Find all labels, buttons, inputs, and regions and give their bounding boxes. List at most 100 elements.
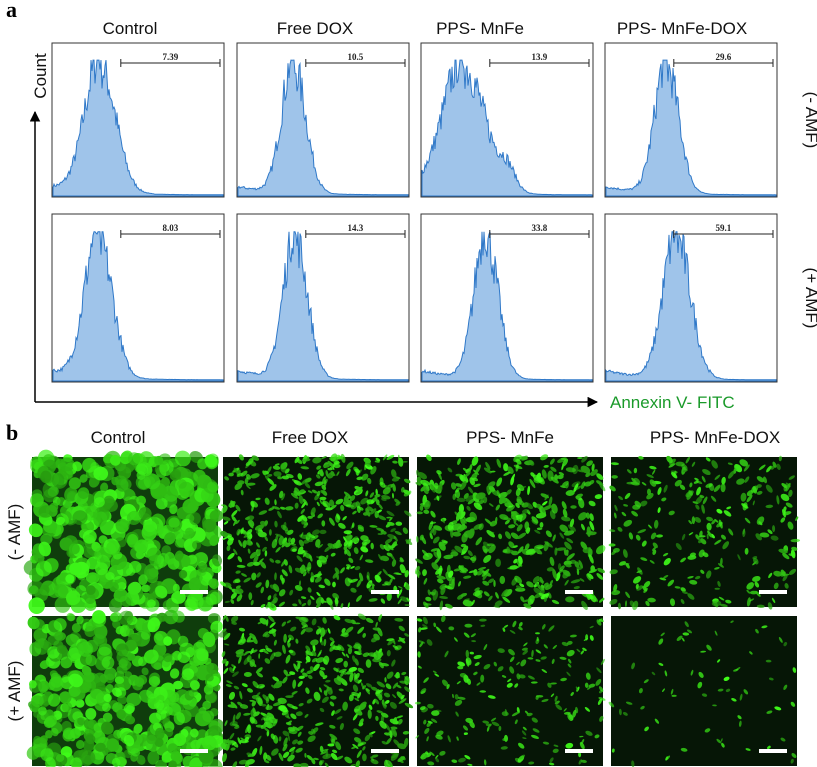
cell <box>710 495 717 502</box>
cell <box>698 671 704 678</box>
cell <box>473 523 483 530</box>
cell <box>204 518 217 531</box>
cell <box>518 622 523 627</box>
cell <box>317 544 323 549</box>
cell <box>68 477 81 490</box>
cell <box>404 604 410 606</box>
cell <box>561 641 569 647</box>
cell <box>569 518 575 528</box>
cell <box>330 752 338 761</box>
cell <box>291 706 298 710</box>
cell <box>526 581 534 588</box>
cell <box>220 504 227 507</box>
cell <box>555 704 563 711</box>
cell <box>540 454 549 461</box>
cell <box>185 527 195 538</box>
cell <box>455 511 462 521</box>
row-label: (+ AMF) <box>802 268 817 329</box>
cell <box>707 530 713 538</box>
cell <box>341 651 346 657</box>
cell <box>48 693 61 707</box>
cell <box>646 488 652 496</box>
cell <box>138 507 152 520</box>
cell <box>458 581 461 587</box>
cell <box>103 495 115 508</box>
cell <box>375 499 380 506</box>
cell <box>357 526 365 532</box>
cell <box>451 578 455 590</box>
cell <box>788 475 795 480</box>
cell <box>562 508 568 518</box>
cell <box>578 512 587 521</box>
cell <box>556 547 567 551</box>
cell <box>313 663 320 671</box>
cell <box>161 750 174 763</box>
cell <box>640 705 645 710</box>
cell <box>180 555 191 567</box>
cell <box>534 529 541 534</box>
cell <box>281 621 286 627</box>
cell <box>116 709 126 720</box>
cell <box>647 597 656 603</box>
cell <box>353 678 361 684</box>
cell <box>714 630 718 636</box>
cell <box>233 548 238 555</box>
cell <box>85 621 96 632</box>
cell <box>662 688 665 692</box>
cell <box>476 569 484 576</box>
cell <box>335 498 344 505</box>
cell <box>682 590 688 595</box>
cell <box>542 500 548 506</box>
cell <box>277 697 287 705</box>
cell <box>273 651 282 657</box>
cell <box>237 529 241 536</box>
cell <box>322 500 331 508</box>
cell <box>717 580 721 587</box>
cell <box>402 730 410 735</box>
cell <box>51 472 65 488</box>
cell <box>767 529 773 535</box>
cell <box>264 497 270 505</box>
cell <box>72 461 83 472</box>
cell <box>689 482 693 488</box>
micrograph-background <box>611 616 797 766</box>
cell <box>458 565 465 573</box>
cell <box>572 709 577 718</box>
cell <box>244 477 249 485</box>
cell <box>357 486 363 492</box>
cell <box>300 668 305 673</box>
cell <box>550 466 557 472</box>
cell <box>717 688 724 692</box>
cell <box>720 557 723 566</box>
cell <box>239 690 243 700</box>
cell <box>554 695 558 702</box>
cell <box>316 559 323 568</box>
cell <box>401 671 407 676</box>
cell <box>564 541 572 550</box>
cell <box>400 756 406 761</box>
cell <box>259 617 268 625</box>
cell <box>725 599 732 604</box>
cell <box>652 542 658 549</box>
cell <box>682 637 685 642</box>
cell <box>561 501 567 510</box>
cell <box>43 489 57 503</box>
cell <box>303 522 309 529</box>
cell <box>350 764 356 767</box>
cell <box>280 524 289 532</box>
cell <box>513 522 519 526</box>
cell <box>509 565 519 570</box>
cell <box>618 561 627 566</box>
cell <box>535 632 540 635</box>
cell <box>270 733 275 740</box>
cell <box>371 754 379 758</box>
cell <box>268 529 272 536</box>
cell <box>439 600 444 611</box>
cell <box>581 600 588 611</box>
cell <box>501 675 507 678</box>
cell <box>45 730 53 739</box>
cell <box>589 513 594 522</box>
cell <box>521 647 528 651</box>
cell <box>246 482 256 486</box>
cell <box>535 649 542 654</box>
